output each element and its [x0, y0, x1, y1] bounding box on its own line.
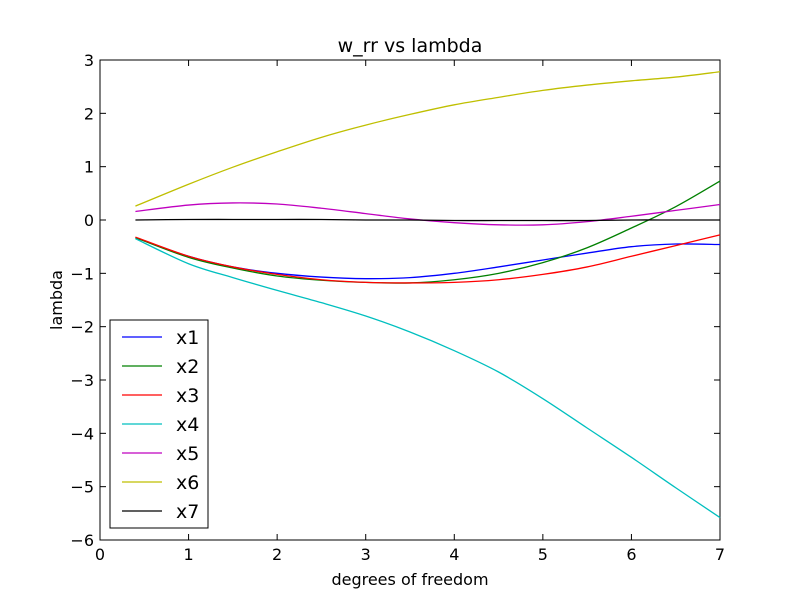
y-tick-label: 3	[84, 51, 94, 70]
series-line-x4	[135, 238, 721, 519]
series-layer	[135, 71, 721, 519]
legend-label-x3: x3	[176, 385, 199, 407]
x-tick-label: 3	[361, 545, 371, 564]
x-tick-label: 6	[626, 545, 636, 564]
series-line-x6	[135, 71, 721, 207]
legend-label-x4: x4	[176, 414, 199, 436]
y-tick-label: −1	[70, 264, 94, 283]
y-tick-label: −5	[70, 478, 94, 497]
y-tick-label: 1	[84, 158, 94, 177]
x-tick-label: 0	[95, 545, 105, 564]
y-axis-label: lambda	[47, 270, 66, 330]
x-tick-label: 5	[538, 545, 548, 564]
y-tick-label: −2	[70, 318, 94, 337]
x-tick-label: 1	[183, 545, 193, 564]
series-line-x7	[135, 218, 720, 222]
y-tick-label: −6	[70, 531, 94, 550]
series-line-x5	[135, 202, 721, 226]
y-tick-label: −4	[70, 424, 94, 443]
y-tick-label: 2	[84, 104, 94, 123]
x-tick-label: 7	[715, 545, 725, 564]
y-tick-label: 0	[84, 211, 94, 230]
ticks-layer: 0 1 2 3 4 5 6 7 3 2 1 0 −1 −2 −3 −4 −5 −6	[70, 51, 725, 564]
legend: x1 x2 x3 x4 x5 x6 x7	[109, 319, 209, 529]
x-axis-label: degrees of freedom	[331, 570, 488, 589]
legend-label-x2: x2	[176, 356, 199, 378]
legend-label-x7: x7	[176, 501, 199, 523]
legend-label-x1: x1	[176, 327, 199, 349]
legend-label-x5: x5	[176, 443, 199, 465]
x-tick-label: 4	[449, 545, 459, 564]
y-tick-label: −3	[70, 371, 94, 390]
series-line-x2	[135, 180, 721, 284]
legend-label-x6: x6	[176, 472, 199, 494]
series-line-x3	[135, 234, 721, 284]
chart-title: w_rr vs lambda	[338, 35, 483, 57]
x-tick-label: 2	[272, 545, 282, 564]
